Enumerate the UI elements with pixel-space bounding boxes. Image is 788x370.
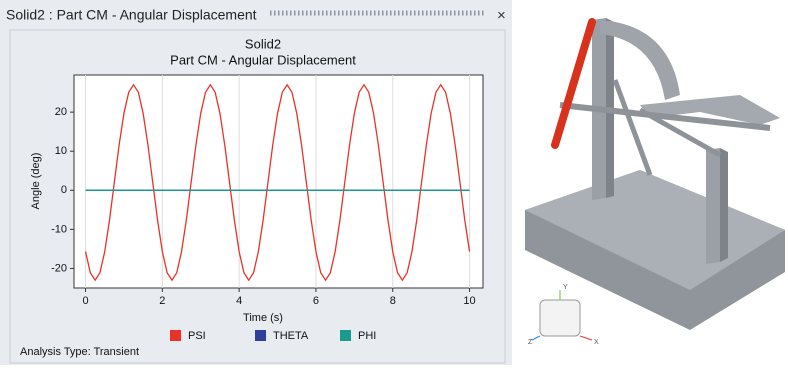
y-tick-label: -20: [51, 262, 67, 274]
legend-label: PSI: [188, 330, 206, 342]
legend-label: PHI: [358, 330, 376, 342]
y-axis-label: Angle (deg): [30, 153, 42, 210]
x-tick-label: 6: [313, 295, 319, 307]
link: [615, 80, 650, 175]
3d-model: Y Z X: [525, 18, 785, 346]
legend-swatch: [255, 330, 266, 341]
axis-x-label: X: [594, 339, 599, 346]
analysis-type: Analysis Type: Transient: [20, 346, 139, 358]
legend-swatch: [340, 330, 351, 341]
chart-subtitle: Part CM - Angular Displacement: [170, 52, 356, 67]
axis-z: [532, 336, 540, 340]
x-tick-label: 4: [236, 295, 242, 307]
post: [706, 148, 720, 264]
x-axis-label: Time (s): [243, 312, 283, 324]
x-tick-label: 8: [390, 295, 396, 307]
chart-title: Solid2: [245, 36, 281, 51]
y-tick-label: 10: [55, 145, 67, 157]
panel-title: Solid2 : Part CM - Angular Displacement: [6, 7, 257, 23]
x-tick-label: 0: [82, 295, 88, 307]
y-tick-label: 20: [55, 106, 67, 118]
x-tick-label: 10: [463, 295, 475, 307]
view-cube[interactable]: [540, 300, 580, 336]
crank-arm[interactable]: [555, 22, 592, 145]
legend-swatch: [170, 330, 181, 341]
close-button[interactable]: ×: [497, 7, 506, 24]
post-side: [720, 148, 728, 262]
legend-label: THETA: [273, 330, 309, 342]
y-tick-label: 0: [61, 184, 67, 196]
axis-z-label: Z: [528, 339, 533, 346]
x-tick-label: 2: [159, 295, 165, 307]
screen: Solid2 : Part CM - Angular Displacement …: [0, 0, 788, 365]
axis-y-label: Y: [563, 284, 568, 291]
axis-x: [580, 336, 592, 340]
y-tick-label: -10: [51, 223, 67, 235]
